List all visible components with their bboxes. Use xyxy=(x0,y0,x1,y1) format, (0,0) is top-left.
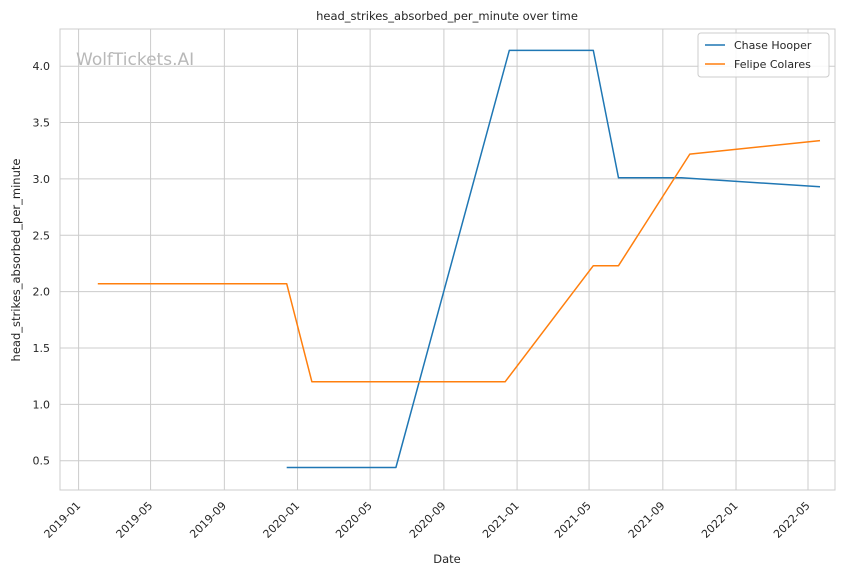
x-tick-label: 2020-05 xyxy=(333,499,375,541)
x-tick-label: 2022-05 xyxy=(771,499,813,541)
x-tick-label: 2022-01 xyxy=(699,499,741,541)
watermark: WolfTickets.AI xyxy=(76,50,194,70)
x-tick-label: 2019-01 xyxy=(42,499,84,541)
x-tick-label: 2019-05 xyxy=(114,499,156,541)
legend-label: Felipe Colares xyxy=(734,58,811,71)
series-lines xyxy=(97,49,821,469)
y-tick-label: 0.5 xyxy=(33,455,51,468)
x-axis: 2019-01 2019-05 2019-09 2020-01 2020-05 2020-… xyxy=(42,499,813,541)
y-axis-label: head_strikes_absorbed_per_minute xyxy=(9,159,23,362)
legend: Chase Hooper Felipe Colares xyxy=(697,32,830,78)
x-tick-label: 2021-05 xyxy=(552,499,594,541)
y-tick-label: 2.0 xyxy=(33,286,51,299)
y-tick-label: 3.0 xyxy=(33,173,51,186)
x-tick-label: 2019-09 xyxy=(187,499,229,541)
series-line-0 xyxy=(286,49,821,469)
y-tick-label: 1.0 xyxy=(33,398,51,411)
y-tick-label: 3.5 xyxy=(33,117,51,130)
y-tick-label: 4.0 xyxy=(33,60,51,73)
chart-title: head_strikes_absorbed_per_minute over ti… xyxy=(316,9,578,23)
plot-frame xyxy=(59,28,836,491)
legend-label: Chase Hooper xyxy=(734,39,812,52)
y-axis: 0.5 1.0 1.5 2.0 2.5 3.0 3.5 4.0 xyxy=(33,60,51,467)
y-tick-label: 2.5 xyxy=(33,229,51,242)
y-tick-label: 1.5 xyxy=(33,342,51,355)
x-axis-label: Date xyxy=(433,552,461,566)
x-tick-label: 2021-09 xyxy=(626,499,668,541)
legend-box xyxy=(697,32,830,78)
x-tick-label: 2021-01 xyxy=(480,499,522,541)
grid xyxy=(60,29,835,490)
series-line-1 xyxy=(97,139,821,383)
x-tick-label: 2020-01 xyxy=(261,499,303,541)
x-tick-label: 2020-09 xyxy=(407,499,449,541)
